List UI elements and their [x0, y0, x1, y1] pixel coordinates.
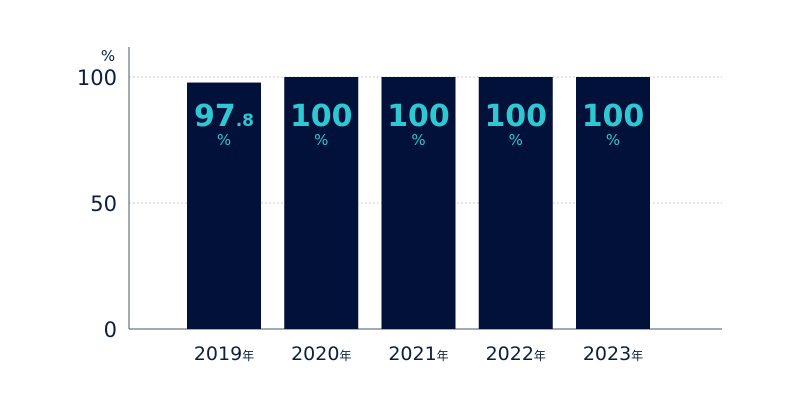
bar-value-unit: %	[411, 131, 425, 149]
bar-value-unit: %	[606, 131, 620, 149]
bar-value-label: 100	[290, 99, 353, 134]
bar-value-label: 100	[387, 99, 450, 134]
x-tick-label: 2022年	[486, 343, 546, 365]
x-tick-label: 2021年	[388, 343, 448, 365]
y-tick-label: 0	[104, 318, 117, 342]
x-tick-label: 2023年	[583, 343, 643, 365]
bar-2023	[576, 77, 650, 329]
bar-2019	[187, 82, 261, 329]
bar-2020	[284, 77, 359, 329]
y-tick-label: 50	[90, 192, 117, 216]
bar-value-label: 100	[582, 99, 645, 134]
x-tick-label: 2020年	[291, 343, 351, 365]
bar-value-label: 97.8	[194, 99, 254, 134]
y-tick-label: 100	[77, 66, 117, 90]
x-tick-label: 2019年	[194, 343, 254, 365]
y-axis-unit-label: %	[101, 47, 115, 65]
bar-value-label: 100	[484, 99, 547, 134]
bar-value-unit: %	[509, 131, 523, 149]
bar-2021	[381, 77, 456, 329]
bar-value-unit: %	[217, 131, 231, 149]
bar-2022	[478, 77, 553, 329]
bar-value-unit: %	[314, 131, 328, 149]
